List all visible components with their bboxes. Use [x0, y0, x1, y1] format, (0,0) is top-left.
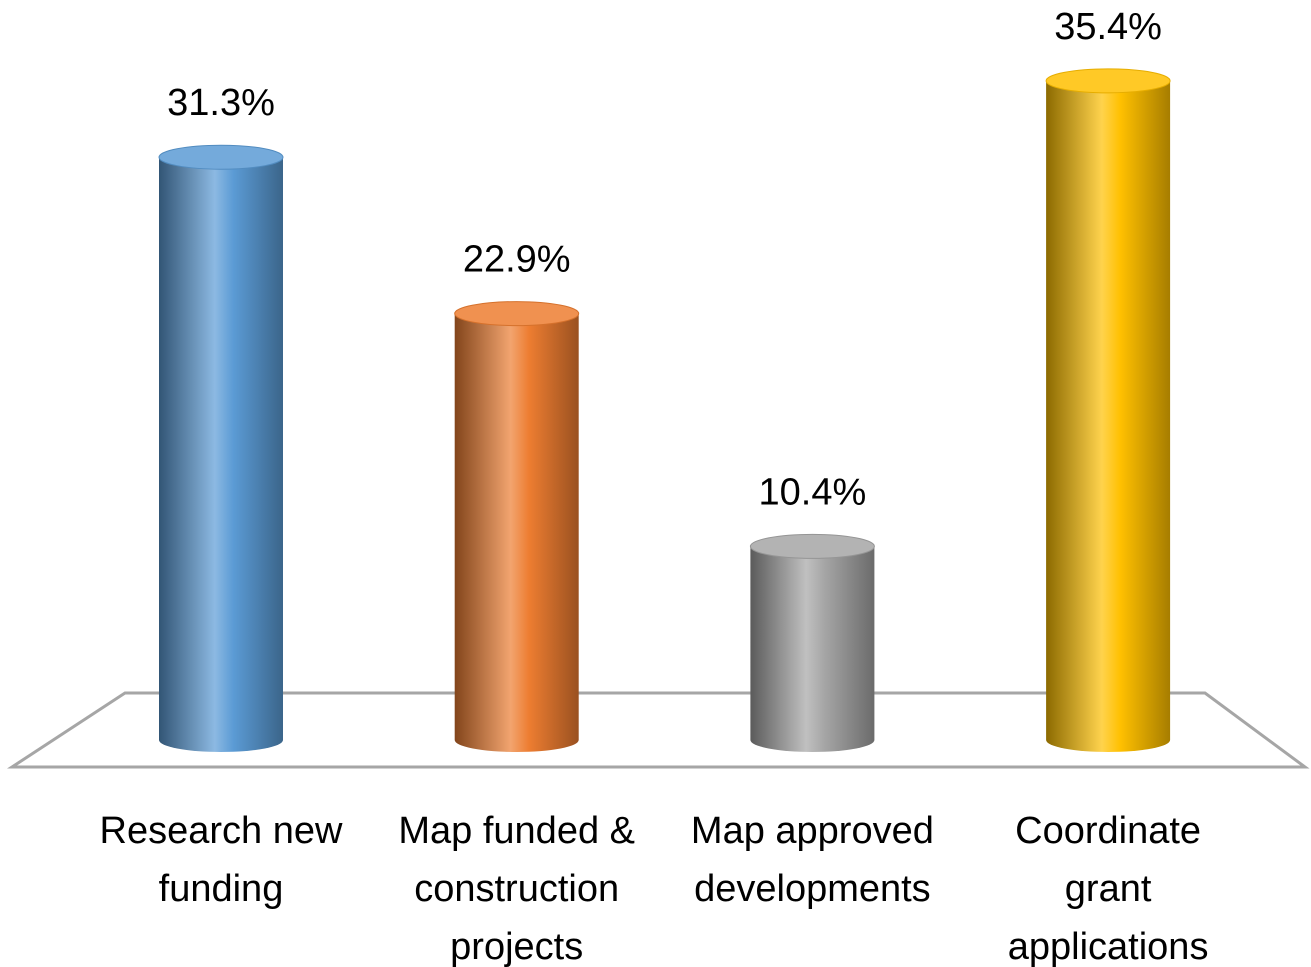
cylinder-top	[1045, 68, 1171, 94]
value-label: 31.3%	[167, 82, 275, 124]
x-tick-label: Coordinate grant applications	[1007, 810, 1209, 967]
cylinder-body	[750, 546, 875, 752]
cylinder-top	[158, 144, 284, 170]
value-label: 10.4%	[759, 471, 867, 513]
cylinder-body	[159, 157, 283, 753]
cylinder-top	[749, 533, 875, 559]
cylinder-top	[454, 301, 580, 327]
cylinder-body	[1046, 80, 1171, 753]
cylinder-body	[454, 313, 579, 752]
x-tick-label: Research new funding	[99, 810, 343, 910]
value-label: 35.4%	[1054, 6, 1162, 48]
x-tick-label: Map funded & construction projects	[398, 810, 635, 967]
value-label: 22.9%	[463, 239, 571, 281]
x-tick-label: Map approved developments	[690, 810, 934, 910]
